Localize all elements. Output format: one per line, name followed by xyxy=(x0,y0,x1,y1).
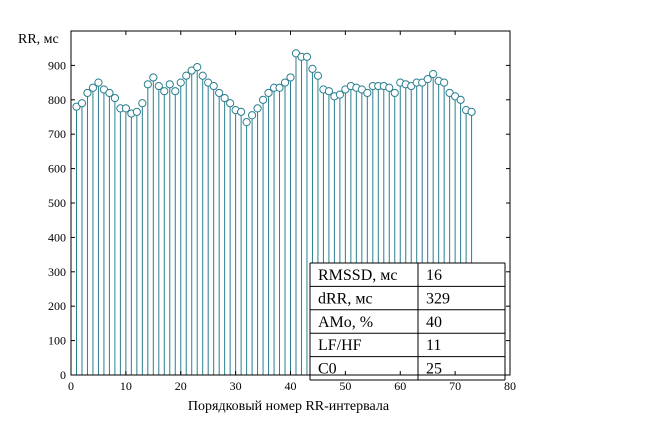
stats-value: 16 xyxy=(426,267,442,284)
x-tick-label: 70 xyxy=(449,379,461,393)
x-tick-label: 10 xyxy=(120,379,132,393)
y-tick-label: 200 xyxy=(48,299,66,313)
y-tick-label: 800 xyxy=(48,93,66,107)
stem-marker xyxy=(143,80,152,89)
x-tick-label: 80 xyxy=(504,379,516,393)
stem-marker xyxy=(88,83,98,92)
x-axis-title: Порядковый номер RR-интервала xyxy=(188,399,390,414)
stem-marker xyxy=(302,52,312,61)
stats-table-background xyxy=(310,263,505,380)
y-axis-title: RR, мс xyxy=(18,32,59,47)
x-tick-label: 0 xyxy=(68,379,74,393)
stem-marker xyxy=(171,87,180,96)
stats-label: AMo, % xyxy=(318,314,373,331)
stem-marker xyxy=(176,78,185,87)
stem-marker xyxy=(182,71,191,80)
stem-marker xyxy=(215,88,224,98)
stats-table-row: dRR, мс 329 xyxy=(318,290,450,307)
stem-marker xyxy=(467,107,476,116)
stem-marker xyxy=(138,99,147,108)
stem-marker xyxy=(165,80,174,89)
y-tick-label: 500 xyxy=(48,196,66,210)
stem-marker xyxy=(110,93,120,103)
stems-layer xyxy=(72,49,476,375)
axis-ticks: 0 10 20 30 40 50 60 70 8001002003004005006007008… xyxy=(48,31,516,393)
stem-marker xyxy=(94,78,103,87)
stem-marker xyxy=(313,71,323,80)
stem-marker xyxy=(154,81,163,91)
stats-value: 329 xyxy=(426,290,450,307)
y-tick-label: 0 xyxy=(60,368,66,382)
stem-marker xyxy=(456,95,465,104)
x-tick-label: 40 xyxy=(285,379,297,393)
stats-label: RMSSD, мс xyxy=(318,267,397,284)
stem-marker xyxy=(423,75,432,84)
stem-marker xyxy=(198,71,207,80)
stem-marker xyxy=(280,78,290,87)
stem-marker xyxy=(160,87,169,96)
stem-marker xyxy=(237,107,246,116)
stem-marker xyxy=(363,88,372,98)
stats-table: RMSSD, мс 16 dRR, мс 329 AMo, % 40 LF/HF 11 C0 25 xyxy=(309,262,506,381)
stats-table-row: RMSSD, мс 16 xyxy=(318,267,442,284)
x-tick-label: 30 xyxy=(230,379,242,393)
stem-marker xyxy=(429,69,438,79)
stem-marker xyxy=(242,118,251,127)
stem-marker xyxy=(253,104,262,113)
stem-marker xyxy=(385,83,394,92)
stats-label: dRR, мс xyxy=(318,290,373,307)
stem-marker xyxy=(308,64,317,73)
stats-label: LF/HF xyxy=(318,337,362,354)
stem-marker xyxy=(440,78,449,87)
stem-marker xyxy=(83,88,92,98)
stem-marker xyxy=(121,104,130,113)
stats-table-row: AMo, % 40 xyxy=(318,314,442,331)
stats-value: 40 xyxy=(426,314,442,331)
stem-marker xyxy=(220,93,229,103)
y-tick-label: 100 xyxy=(48,334,66,348)
stats-table-row: LF/HF 11 xyxy=(318,337,441,354)
stem-marker xyxy=(258,95,268,104)
stats-value: 11 xyxy=(426,337,441,354)
x-tick-label: 20 xyxy=(175,379,187,393)
stem-marker xyxy=(132,107,141,116)
x-tick-label: 50 xyxy=(339,379,351,393)
stem-marker xyxy=(209,81,218,91)
stem-marker xyxy=(247,111,257,120)
y-tick-label: 300 xyxy=(48,265,66,279)
stem-marker xyxy=(226,99,235,108)
stem-marker xyxy=(286,73,295,82)
y-tick-label: 600 xyxy=(48,162,66,176)
stem-marker xyxy=(324,87,334,96)
stem-marker xyxy=(105,88,114,98)
stats-value: 25 xyxy=(426,361,442,378)
stem-marker xyxy=(193,63,202,72)
y-tick-label: 700 xyxy=(48,127,66,141)
x-tick-label: 60 xyxy=(394,379,406,393)
stem-marker xyxy=(77,99,87,108)
y-tick-label: 400 xyxy=(48,230,66,244)
stats-table-row: C0 25 xyxy=(318,361,442,378)
stem-marker xyxy=(335,90,344,99)
stats-label: C0 xyxy=(318,361,337,378)
stem-marker xyxy=(275,83,284,92)
stem-marker xyxy=(149,73,158,82)
stem-marker xyxy=(390,88,399,98)
y-tick-label: 900 xyxy=(48,58,66,72)
stem-marker xyxy=(264,88,273,98)
